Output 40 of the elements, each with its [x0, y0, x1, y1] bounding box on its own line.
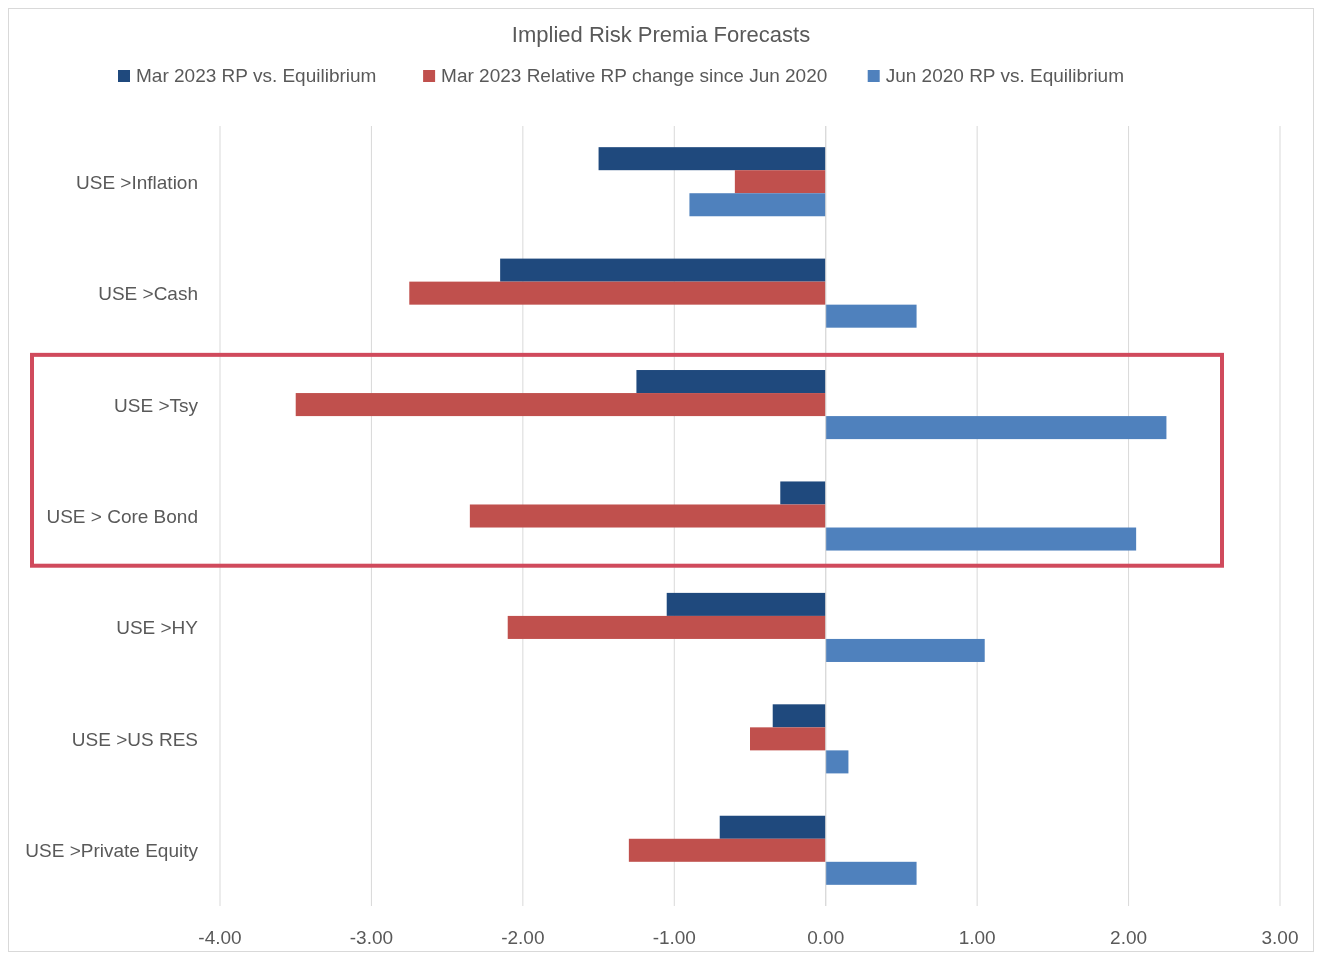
y-tick-label: USE >Tsy: [114, 394, 199, 416]
bar: [469, 504, 826, 528]
x-tick-label: -4.00: [198, 927, 242, 948]
bar: [825, 527, 1137, 551]
bar: [628, 838, 826, 862]
bar: [825, 304, 917, 328]
chart-title: Implied Risk Premia Forecasts: [511, 22, 811, 47]
bar: [689, 193, 826, 217]
x-tick-label: 1.00: [958, 927, 996, 948]
legend-label: Mar 2023 RP vs. Equilibrium: [136, 65, 377, 86]
x-tick-label: -3.00: [349, 927, 394, 948]
bar: [719, 815, 826, 839]
y-tick-label: USE > Core Bond: [46, 506, 198, 527]
bar: [750, 727, 826, 751]
bar: [507, 615, 826, 639]
bar: [825, 416, 1167, 440]
bar: [734, 170, 826, 194]
y-tick-label: USE >Inflation: [76, 171, 198, 193]
bar: [295, 393, 826, 417]
x-tick-label: -2.00: [501, 927, 545, 948]
x-tick-label: 2.00: [1110, 927, 1148, 948]
y-tick-label: USE >US RES: [71, 728, 198, 750]
bar: [409, 281, 826, 305]
y-tick-label: USE >Cash: [98, 283, 198, 305]
bar: [772, 704, 826, 728]
bar: [666, 592, 826, 616]
bar: [825, 638, 985, 662]
y-tick-label: USE >HY: [116, 617, 199, 639]
y-tick-label: USE >Private Equity: [25, 840, 199, 862]
bar: [598, 147, 826, 171]
bar: [825, 750, 849, 774]
bar: [825, 861, 917, 885]
bar: [780, 481, 826, 505]
legend-label: Mar 2023 Relative RP change since Jun 2020: [441, 65, 828, 86]
bar: [636, 370, 826, 394]
legend-label: Jun 2020 RP vs. Equilibrium: [885, 65, 1125, 86]
x-tick-label: 3.00: [1261, 927, 1299, 948]
x-tick-label: 0.00: [807, 927, 845, 948]
bar: [500, 258, 826, 282]
x-tick-label: -1.00: [652, 927, 696, 948]
